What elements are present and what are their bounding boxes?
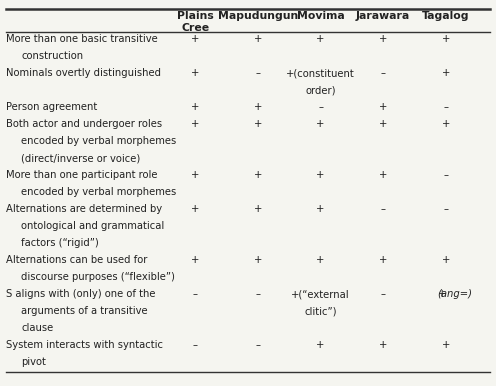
Text: +: +: [191, 255, 199, 265]
Text: +: +: [191, 102, 199, 112]
Text: Nominals overtly distinguished: Nominals overtly distinguished: [6, 68, 161, 78]
Text: Movima: Movima: [297, 11, 344, 21]
Text: +(“external: +(“external: [291, 289, 350, 299]
Text: –: –: [255, 68, 260, 78]
Text: +: +: [316, 340, 325, 350]
Text: +: +: [441, 255, 450, 265]
Text: Alternations can be used for: Alternations can be used for: [6, 255, 148, 265]
Text: (direct/inverse or voice): (direct/inverse or voice): [21, 153, 140, 163]
Text: +: +: [191, 68, 199, 78]
Text: +: +: [191, 119, 199, 129]
Text: +: +: [254, 119, 262, 129]
Text: –: –: [255, 340, 260, 350]
Text: More than one basic transitive: More than one basic transitive: [6, 34, 158, 44]
Text: clause: clause: [21, 323, 54, 333]
Text: Person agreement: Person agreement: [6, 102, 98, 112]
Text: –: –: [193, 289, 198, 299]
Text: +: +: [379, 34, 387, 44]
Text: +: +: [379, 119, 387, 129]
Text: +: +: [441, 340, 450, 350]
Text: +: +: [254, 204, 262, 214]
Text: +: +: [379, 170, 387, 180]
Text: +: +: [441, 68, 450, 78]
Text: Alternations are determined by: Alternations are determined by: [6, 204, 163, 214]
Text: Mapudungun: Mapudungun: [218, 11, 298, 21]
Text: +: +: [441, 119, 450, 129]
Text: +: +: [316, 119, 325, 129]
Text: Both actor and undergoer roles: Both actor and undergoer roles: [6, 119, 163, 129]
Text: construction: construction: [21, 51, 83, 61]
Text: –: –: [193, 340, 198, 350]
Text: +: +: [254, 102, 262, 112]
Text: –: –: [318, 102, 323, 112]
Text: –: –: [255, 289, 260, 299]
Text: +: +: [316, 204, 325, 214]
Text: +: +: [254, 255, 262, 265]
Text: +: +: [437, 289, 446, 299]
Text: +: +: [441, 34, 450, 44]
Text: (ang=): (ang=): [437, 289, 472, 299]
Text: +: +: [191, 170, 199, 180]
Text: +: +: [316, 34, 325, 44]
Text: order): order): [306, 85, 336, 95]
Text: encoded by verbal morphemes: encoded by verbal morphemes: [21, 136, 177, 146]
Text: encoded by verbal morphemes: encoded by verbal morphemes: [21, 187, 177, 197]
Text: More than one participant role: More than one participant role: [6, 170, 158, 180]
Text: –: –: [381, 204, 386, 214]
Text: +(constituent: +(constituent: [286, 68, 355, 78]
Text: +: +: [316, 170, 325, 180]
Text: Jarawara: Jarawara: [356, 11, 410, 21]
Text: S aligns with (only) one of the: S aligns with (only) one of the: [6, 289, 156, 299]
Text: System interacts with syntactic: System interacts with syntactic: [6, 340, 163, 350]
Text: clitic”): clitic”): [305, 306, 337, 316]
Text: –: –: [381, 68, 386, 78]
Text: +: +: [379, 102, 387, 112]
Text: +: +: [379, 340, 387, 350]
Text: +: +: [254, 34, 262, 44]
Text: +: +: [191, 34, 199, 44]
Text: +: +: [316, 255, 325, 265]
Text: pivot: pivot: [21, 357, 46, 367]
Text: +: +: [254, 170, 262, 180]
Text: –: –: [443, 204, 448, 214]
Text: arguments of a transitive: arguments of a transitive: [21, 306, 148, 316]
Text: Plains
Cree: Plains Cree: [177, 11, 214, 33]
Text: ontological and grammatical: ontological and grammatical: [21, 221, 164, 231]
Text: discourse purposes (“flexible”): discourse purposes (“flexible”): [21, 272, 175, 282]
Text: factors (“rigid”): factors (“rigid”): [21, 238, 99, 248]
Text: +: +: [191, 204, 199, 214]
Text: +: +: [379, 255, 387, 265]
Text: –: –: [443, 170, 448, 180]
Text: –: –: [443, 102, 448, 112]
Text: Tagalog: Tagalog: [422, 11, 470, 21]
Text: –: –: [381, 289, 386, 299]
